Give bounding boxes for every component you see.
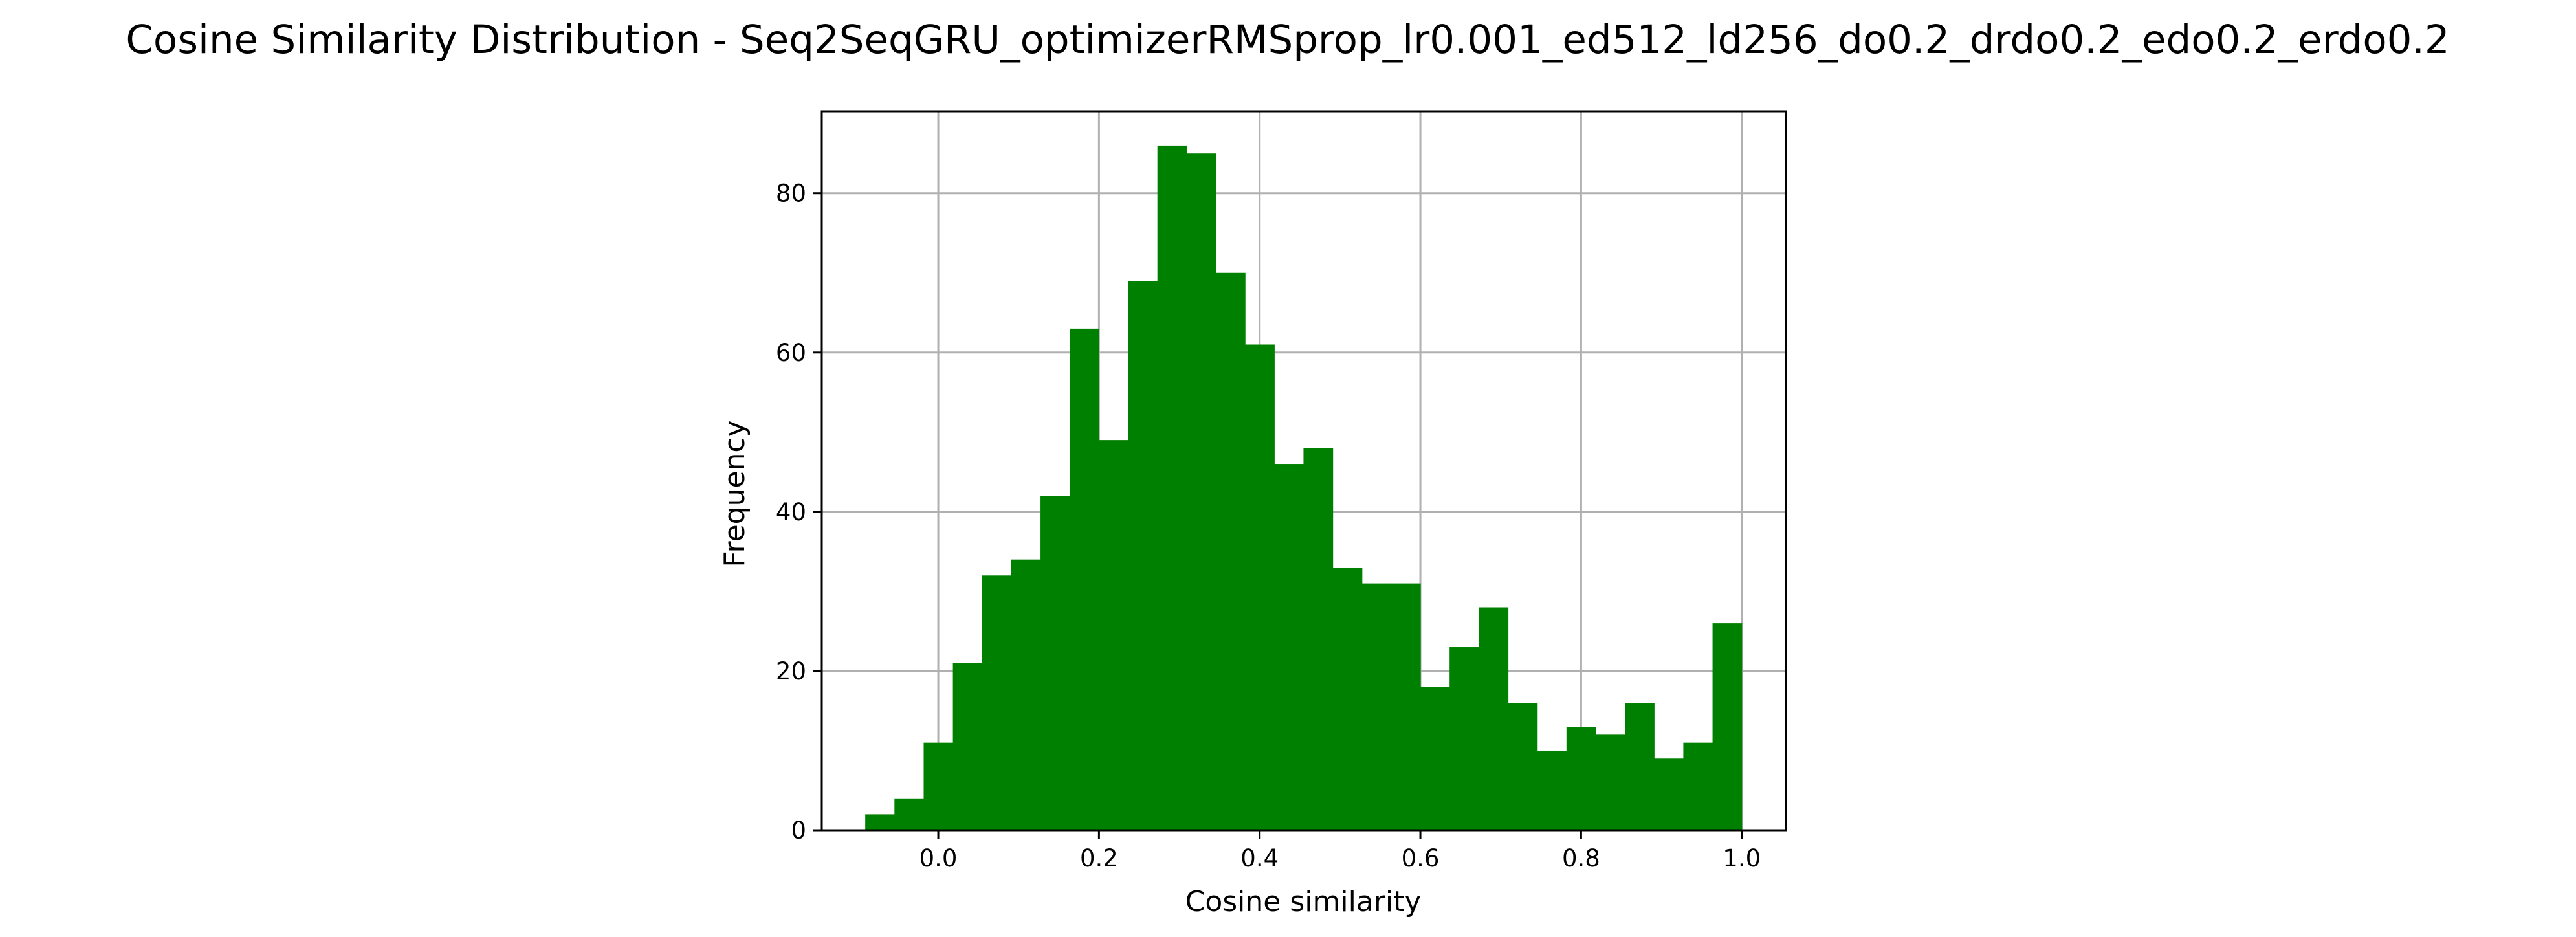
histogram-bar <box>1040 496 1070 830</box>
histogram-bar <box>1420 687 1450 830</box>
y-tick-label: 0 <box>791 817 806 844</box>
histogram-bar <box>923 742 954 830</box>
axis-ticks: 0.0 0.2 0.4 0.6 0.8 1.0 0 20 40 60 80 <box>776 180 1761 872</box>
histogram-bar <box>1508 703 1538 830</box>
histogram-bar <box>1157 145 1187 830</box>
histogram-bar <box>1070 328 1099 830</box>
histogram-bar <box>1011 559 1041 830</box>
histogram-bar <box>1537 750 1567 830</box>
histogram-bar <box>1595 734 1625 830</box>
plot-area-frame <box>820 110 1787 832</box>
histogram-bar <box>1479 607 1509 830</box>
x-tick-label: 0.0 <box>919 844 958 872</box>
chart-title: Cosine Similarity Distribution - Seq2Seq… <box>126 17 2449 63</box>
histogram-bar <box>1099 440 1129 830</box>
x-axis-label: Cosine similarity <box>1185 885 1422 918</box>
y-axis-label: Frequency <box>718 420 751 567</box>
histogram-bar <box>952 663 983 830</box>
x-tick-label: 0.4 <box>1240 844 1279 872</box>
histogram-bars <box>865 145 1743 830</box>
histogram-bar <box>1683 742 1713 830</box>
histogram-bar <box>1654 758 1684 830</box>
histogram-bar <box>1625 703 1655 830</box>
histogram-bar <box>1712 623 1743 830</box>
y-tick-label: 60 <box>776 339 806 367</box>
x-tick-label: 0.6 <box>1402 844 1440 872</box>
histogram-bar <box>1245 344 1275 830</box>
histogram-bar <box>1332 567 1363 830</box>
histogram-bar <box>982 575 1012 830</box>
x-tick-label: 0.8 <box>1562 844 1600 872</box>
histogram-bar <box>1449 647 1479 830</box>
histogram-bar <box>1274 464 1305 830</box>
x-tick-label: 1.0 <box>1723 844 1761 872</box>
x-tick-label: 0.2 <box>1080 844 1118 872</box>
histogram-bar <box>894 798 925 830</box>
histogram-bar <box>865 814 895 830</box>
histogram-bar <box>1303 448 1334 830</box>
histogram-bar <box>1391 583 1421 830</box>
histogram-bar <box>1215 272 1246 830</box>
y-tick-label: 80 <box>776 180 806 208</box>
histogram-bar <box>1128 281 1158 830</box>
y-tick-label: 20 <box>776 657 806 685</box>
histogram-bar <box>1186 153 1216 830</box>
y-tick-label: 40 <box>776 498 806 526</box>
histogram-bar <box>1566 727 1596 830</box>
histogram-bar <box>1361 583 1392 830</box>
